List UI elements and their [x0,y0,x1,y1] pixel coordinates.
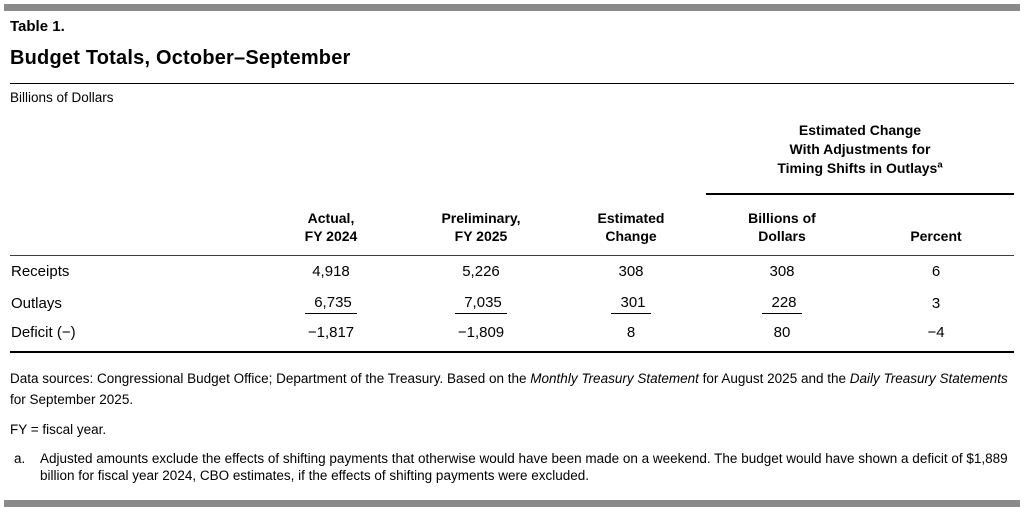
spanner-header: Estimated Change With Adjustments for Ti… [706,105,1014,195]
bottom-accent-bar [4,500,1020,507]
value-cell: −1,817 [256,319,406,353]
value-cell: 6,735 [256,288,406,320]
column-header-actual-fy2024: Actual, FY 2024 [256,194,406,256]
footnote-marker-a: a [937,159,943,171]
value-cell: 7,035 [406,288,556,320]
stub-header [10,194,256,256]
footnotes: Data sources: Congressional Budget Offic… [10,368,1014,484]
footnote-a-text: Adjusted amounts exclude the effects of … [40,450,1008,483]
row-label: Deficit (−) [10,319,256,353]
spanner-row: Estimated Change With Adjustments for Ti… [10,105,1014,195]
row-label: Outlays [11,295,62,312]
spanner-spacer [10,105,706,194]
value-cell: 6 [931,263,941,281]
table-row-receipts: Receipts 4,918 5,226 308 308 6 [10,256,1014,288]
column-header-row: Actual, FY 2024 Preliminary, FY 2025 Est… [10,194,1014,256]
top-accent-bar [4,4,1020,11]
spanner-line-2: With Adjustments for [789,141,931,157]
column-header-preliminary-fy2025: Preliminary, FY 2025 [406,194,556,256]
column-header-percent: Percent [858,194,1014,256]
value-cell: −4 [858,319,1014,353]
footnote-a-marker: a. [14,450,26,466]
spanner-line-1: Estimated Change [798,122,922,138]
value-cell: 308 [618,263,644,281]
budget-totals-table: Estimated Change With Adjustments for Ti… [10,105,1014,353]
value-cell: 228 [706,288,858,320]
table-row-deficit: Deficit (−) −1,817 −1,809 8 80 −4 [10,319,1014,353]
value-cell: 3 [931,295,941,312]
value-cell: 8 [556,319,706,353]
unit-note: Billions of Dollars [10,90,114,105]
value-cell: 308 [769,263,795,281]
table-label: Table 1. [10,18,65,35]
value-cell: 80 [706,319,858,353]
footnote-data-sources: Data sources: Congressional Budget Offic… [10,370,1008,407]
column-header-billions-of-dollars: Billions of Dollars [706,194,858,256]
table-row-outlays: Outlays 6,735 7,035 301 228 3 [10,288,1014,320]
title-rule [10,83,1014,84]
value-cell: 4,918 [312,263,350,281]
table-figure: Table 1. Budget Totals, October–Septembe… [10,0,1014,484]
value-cell: 5,226 [462,263,500,281]
spanner-line-3: Timing Shifts in Outlays [777,160,938,176]
value-cell: 301 [556,288,706,320]
footnote-a: a. Adjusted amounts exclude the effects … [10,450,1014,484]
value-cell: −1,809 [406,319,556,353]
footnote-fy: FY = fiscal year. [10,421,107,437]
row-label: Receipts [11,263,70,281]
column-header-estimated-change: Estimated Change [556,194,706,256]
page-title: Budget Totals, October–September [10,47,351,69]
